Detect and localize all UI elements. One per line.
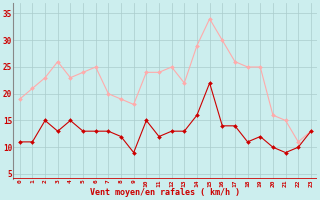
X-axis label: Vent moyen/en rafales ( km/h ): Vent moyen/en rafales ( km/h ) bbox=[90, 188, 240, 197]
